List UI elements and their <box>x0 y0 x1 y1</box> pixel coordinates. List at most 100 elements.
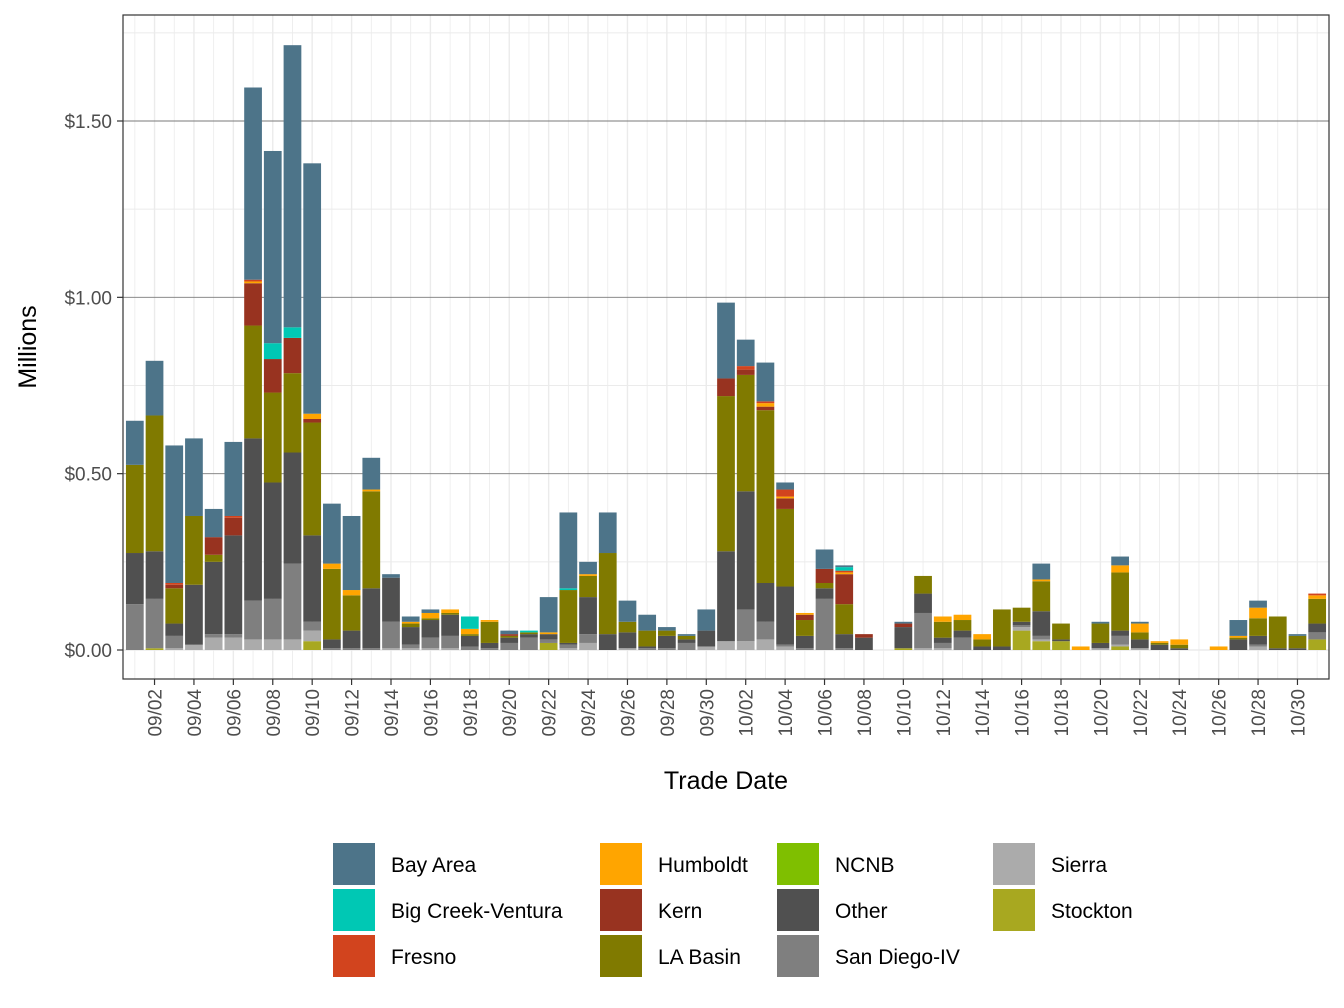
bar-segment-la-basin <box>1130 632 1149 640</box>
bar-segment-bay-area <box>815 549 834 569</box>
legend-label: Sierra <box>1051 854 1107 877</box>
bar-segment-bay-area <box>677 634 696 636</box>
bar-segment-humboldt <box>362 489 381 492</box>
bar-segment-la-basin <box>244 325 262 439</box>
bar-segment-san-diego-iv <box>1249 644 1267 647</box>
bar-segment-la-basin <box>1308 598 1327 624</box>
legend-key <box>333 843 375 885</box>
legend-key <box>993 843 1035 885</box>
bar-segment-humboldt <box>303 413 322 420</box>
bar-segment-la-basin <box>185 515 203 585</box>
bar-segment-san-diego-iv <box>638 648 657 650</box>
bar-segment-san-diego-iv <box>677 642 696 650</box>
bar-segment-la-basin <box>441 612 459 615</box>
bar-segment-other <box>421 620 440 638</box>
bar-segment-san-diego-iv <box>460 646 479 650</box>
bar-segment-la-basin <box>815 582 834 589</box>
bar-stack-10-31 <box>1308 593 1327 650</box>
bar-segment-bay-area <box>894 621 913 624</box>
legend-item-kern: Kern <box>600 889 702 931</box>
bar-segment-san-diego-iv <box>835 648 854 650</box>
x-tick-label: 09/02 <box>146 689 167 737</box>
bar-segment-big-creek-ventura <box>263 343 282 360</box>
bar-stack-09-25 <box>598 512 617 650</box>
legend-key <box>600 889 642 931</box>
bar-stack-10-06 <box>815 549 834 650</box>
legend-label: Humboldt <box>658 854 748 877</box>
bar-segment-la-basin <box>1150 642 1169 645</box>
bar-segment-san-diego-iv <box>342 648 361 650</box>
bar-segment-sierra <box>421 648 440 650</box>
bar-segment-bay-area <box>165 445 184 583</box>
bar-segment-bay-area <box>263 150 282 344</box>
y-tick-label: $0.00 <box>64 641 112 662</box>
bar-segment-other <box>1249 635 1267 645</box>
bar-segment-fresno <box>756 401 775 404</box>
bar-segment-kern <box>776 498 794 509</box>
bar-segment-la-basin <box>1111 572 1129 631</box>
bar-segment-stockton <box>1032 641 1051 650</box>
bar-segment-fresno <box>776 489 794 497</box>
bar-segment-san-diego-iv <box>263 598 282 640</box>
bar-stack-10-15 <box>993 609 1011 650</box>
bar-segment-bay-area <box>421 609 440 613</box>
bar-segment-sierra <box>559 648 578 650</box>
bar-segment-humboldt <box>579 574 597 576</box>
bar-segment-other <box>244 438 262 601</box>
bar-segment-la-basin <box>460 634 479 636</box>
bar-segment-humboldt <box>539 632 558 635</box>
bar-segment-other <box>835 634 854 649</box>
bar-stack-10-20 <box>1091 621 1110 650</box>
bar-stack-09-22 <box>539 597 558 650</box>
bar-segment-sierra <box>697 646 716 650</box>
bar-segment-big-creek-ventura <box>835 567 854 571</box>
bar-segment-humboldt <box>1249 607 1267 619</box>
x-tick-label: 09/12 <box>343 689 364 737</box>
bar-segment-other <box>658 635 676 649</box>
bar-segment-bay-area <box>638 614 657 631</box>
bar-segment-san-diego-iv <box>1308 632 1327 640</box>
bar-segment-bay-area <box>1249 600 1267 608</box>
bar-segment-bay-area <box>145 360 164 416</box>
bar-segment-la-basin <box>480 621 499 643</box>
bar-stack-10-28 <box>1249 600 1267 650</box>
bar-segment-kern <box>263 359 282 393</box>
bar-segment-fresno <box>244 279 262 282</box>
legend-item-san-diego-iv: San Diego-IV <box>777 935 960 977</box>
x-tick-label: 09/10 <box>303 689 324 737</box>
bar-segment-la-basin <box>559 590 578 643</box>
bar-segment-sierra <box>579 642 597 650</box>
bar-segment-other <box>677 639 696 643</box>
bar-segment-la-basin <box>756 410 775 583</box>
bar-segment-kern <box>224 517 243 536</box>
bar-segment-san-diego-iv <box>145 598 164 649</box>
bar-segment-other <box>1052 639 1070 642</box>
bar-segment-stockton <box>145 648 164 650</box>
bar-segment-big-creek-ventura <box>283 327 302 338</box>
bar-segment-san-diego-iv <box>283 563 302 640</box>
bar-stack-09-16 <box>421 609 440 650</box>
bar-segment-sierra <box>441 648 459 650</box>
legend-label: Fresno <box>391 946 456 969</box>
x-tick-label: 09/16 <box>421 689 442 737</box>
legend-label: Other <box>835 900 888 923</box>
bar-segment-kern <box>756 406 775 411</box>
bar-segment-la-basin <box>579 575 597 598</box>
bar-segment-bay-area <box>835 565 854 568</box>
bar-segment-other <box>1150 644 1169 650</box>
bar-segment-sierra <box>165 648 184 650</box>
legend-key <box>993 889 1035 931</box>
bar-segment-other <box>263 482 282 599</box>
bar-stack-09-06 <box>224 441 243 650</box>
legend-item-stockton: Stockton <box>993 889 1133 931</box>
bar-segment-san-diego-iv <box>1012 625 1031 628</box>
bar-segment-other <box>1032 611 1051 636</box>
bar-stack-10-05 <box>795 612 814 650</box>
bar-segment-bay-area <box>736 339 755 367</box>
bar-segment-la-basin <box>1091 623 1110 643</box>
bar-segment-la-basin <box>736 374 755 492</box>
bar-segment-sierra <box>401 648 420 650</box>
x-tick-label: 09/06 <box>224 689 245 737</box>
bar-segment-la-basin <box>500 635 519 638</box>
bar-segment-la-basin <box>973 639 992 647</box>
